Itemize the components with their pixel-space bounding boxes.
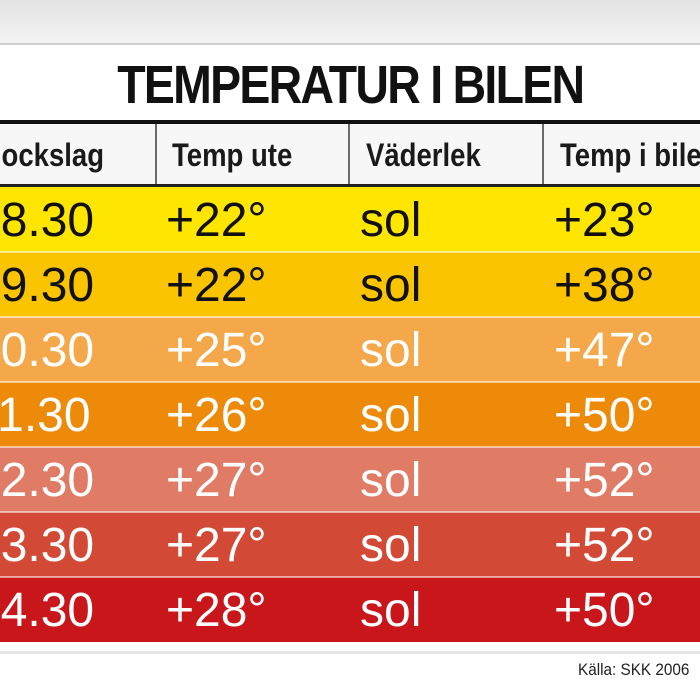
cell-klockslag: 14.30 (0, 584, 95, 637)
header-temp-ute: Temp ute (172, 137, 293, 173)
cell-temp-i-bilen: +23° (554, 194, 655, 247)
source-note: Källa: SKK 2006 (578, 660, 690, 679)
cell-temp-ute: +26° (166, 389, 267, 442)
cell-vaderlek: sol (360, 194, 422, 247)
cell-vaderlek: sol (360, 454, 422, 507)
cell-temp-i-bilen: +52° (554, 454, 655, 507)
cell-vaderlek: sol (360, 389, 422, 442)
cell-temp-ute: +25° (166, 324, 267, 377)
row-separator (0, 381, 700, 383)
table-row: 12.30 +27° sol +52° (0, 447, 700, 512)
cell-temp-ute: +28° (166, 584, 267, 637)
table-row: 08.30 +22° sol +23° (0, 187, 700, 252)
title-rule (0, 120, 700, 124)
row-separator (0, 446, 700, 448)
top-strip (0, 0, 700, 44)
top-frame-line (0, 43, 700, 45)
cell-temp-ute: +27° (166, 454, 267, 507)
row-separator (0, 316, 700, 318)
cell-vaderlek: sol (360, 584, 422, 637)
cell-temp-i-bilen: +47° (554, 324, 655, 377)
cell-temp-i-bilen: +50° (554, 389, 655, 442)
cell-vaderlek: sol (360, 324, 422, 377)
column-divider (348, 124, 350, 184)
bottom-rule (0, 651, 700, 654)
chart-title: TEMPERATUR I BILEN (117, 55, 585, 115)
table-row: 14.30 +28° sol +50° (0, 577, 700, 642)
cell-klockslag: 08.30 (0, 194, 95, 247)
cell-klockslag: 09.30 (0, 259, 95, 312)
table-row: 13.30 +27° sol +52° (0, 512, 700, 577)
column-divider (155, 124, 157, 184)
row-separator (0, 576, 700, 578)
table-row: 10.30 +25° sol +47° (0, 317, 700, 382)
cell-klockslag: 13.30 (0, 519, 95, 572)
header-vaderlek: Väderlek (366, 137, 481, 173)
cell-temp-ute: +22° (166, 194, 267, 247)
header-temp-i-bilen: Temp i bilen (560, 137, 700, 173)
cell-temp-ute: +22° (166, 259, 267, 312)
table-row: 11.30 +26° sol +50° (0, 382, 700, 447)
cell-vaderlek: sol (360, 259, 422, 312)
cell-klockslag: 12.30 (0, 454, 95, 507)
header-klockslag: Klockslag (0, 137, 105, 173)
row-separator (0, 511, 700, 513)
header-rule (0, 184, 700, 187)
row-separator (0, 251, 700, 253)
cell-temp-i-bilen: +50° (554, 584, 655, 637)
cell-temp-i-bilen: +38° (554, 259, 655, 312)
table-header-row: Klockslag Temp ute Väderlek Temp i bilen (0, 124, 700, 184)
column-divider (542, 124, 544, 184)
cell-klockslag: 11.30 (0, 389, 91, 442)
table-row: 09.30 +22° sol +38° (0, 252, 700, 317)
cell-temp-i-bilen: +52° (554, 519, 655, 572)
cell-vaderlek: sol (360, 519, 422, 572)
cell-klockslag: 10.30 (0, 324, 95, 377)
cell-temp-ute: +27° (166, 519, 267, 572)
